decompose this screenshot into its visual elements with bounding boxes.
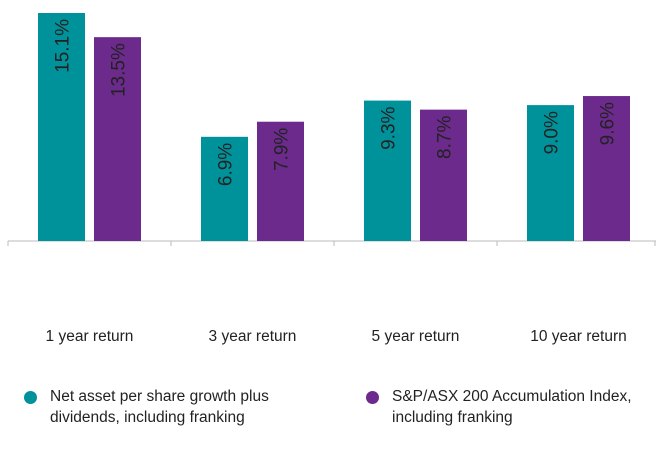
bar — [201, 136, 248, 241]
bar — [364, 100, 411, 241]
legend-swatch — [24, 391, 37, 404]
value-label: 9.3% — [379, 106, 400, 149]
legend-swatch — [366, 391, 379, 404]
value-label: 15.1% — [53, 19, 74, 73]
legend-entry: S&P/ASX 200 Accumulation Index, includin… — [366, 387, 652, 428]
value-label: 6.9% — [216, 143, 237, 186]
bar — [583, 96, 630, 241]
bar — [257, 121, 304, 241]
legend-entry: Net asset per share growth plus dividend… — [24, 387, 300, 428]
bar — [38, 13, 85, 241]
bar — [94, 37, 141, 242]
value-label: 13.5% — [109, 43, 130, 97]
value-label: 8.7% — [435, 116, 456, 159]
legend-label: S&P/ASX 200 Accumulation Index, includin… — [392, 388, 632, 426]
bar — [527, 105, 574, 241]
x-tick-label: 1 year return — [46, 328, 134, 345]
value-label: 9.6% — [598, 102, 619, 145]
bar — [420, 109, 467, 241]
legend-label: Net asset per share growth plus dividend… — [50, 388, 269, 426]
x-tick-label: 3 year return — [209, 328, 297, 345]
value-label: 7.9% — [272, 128, 293, 171]
value-label: 9.0% — [542, 111, 563, 154]
x-tick-label: 5 year return — [372, 328, 460, 345]
x-tick-label: 10 year return — [530, 328, 627, 345]
